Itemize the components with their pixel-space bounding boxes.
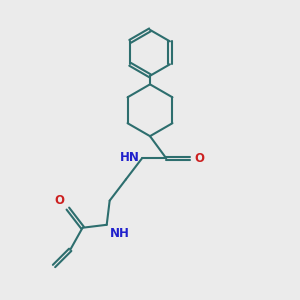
Text: O: O <box>194 152 204 165</box>
Text: O: O <box>54 194 64 207</box>
Text: NH: NH <box>110 227 130 240</box>
Text: HN: HN <box>120 151 140 164</box>
